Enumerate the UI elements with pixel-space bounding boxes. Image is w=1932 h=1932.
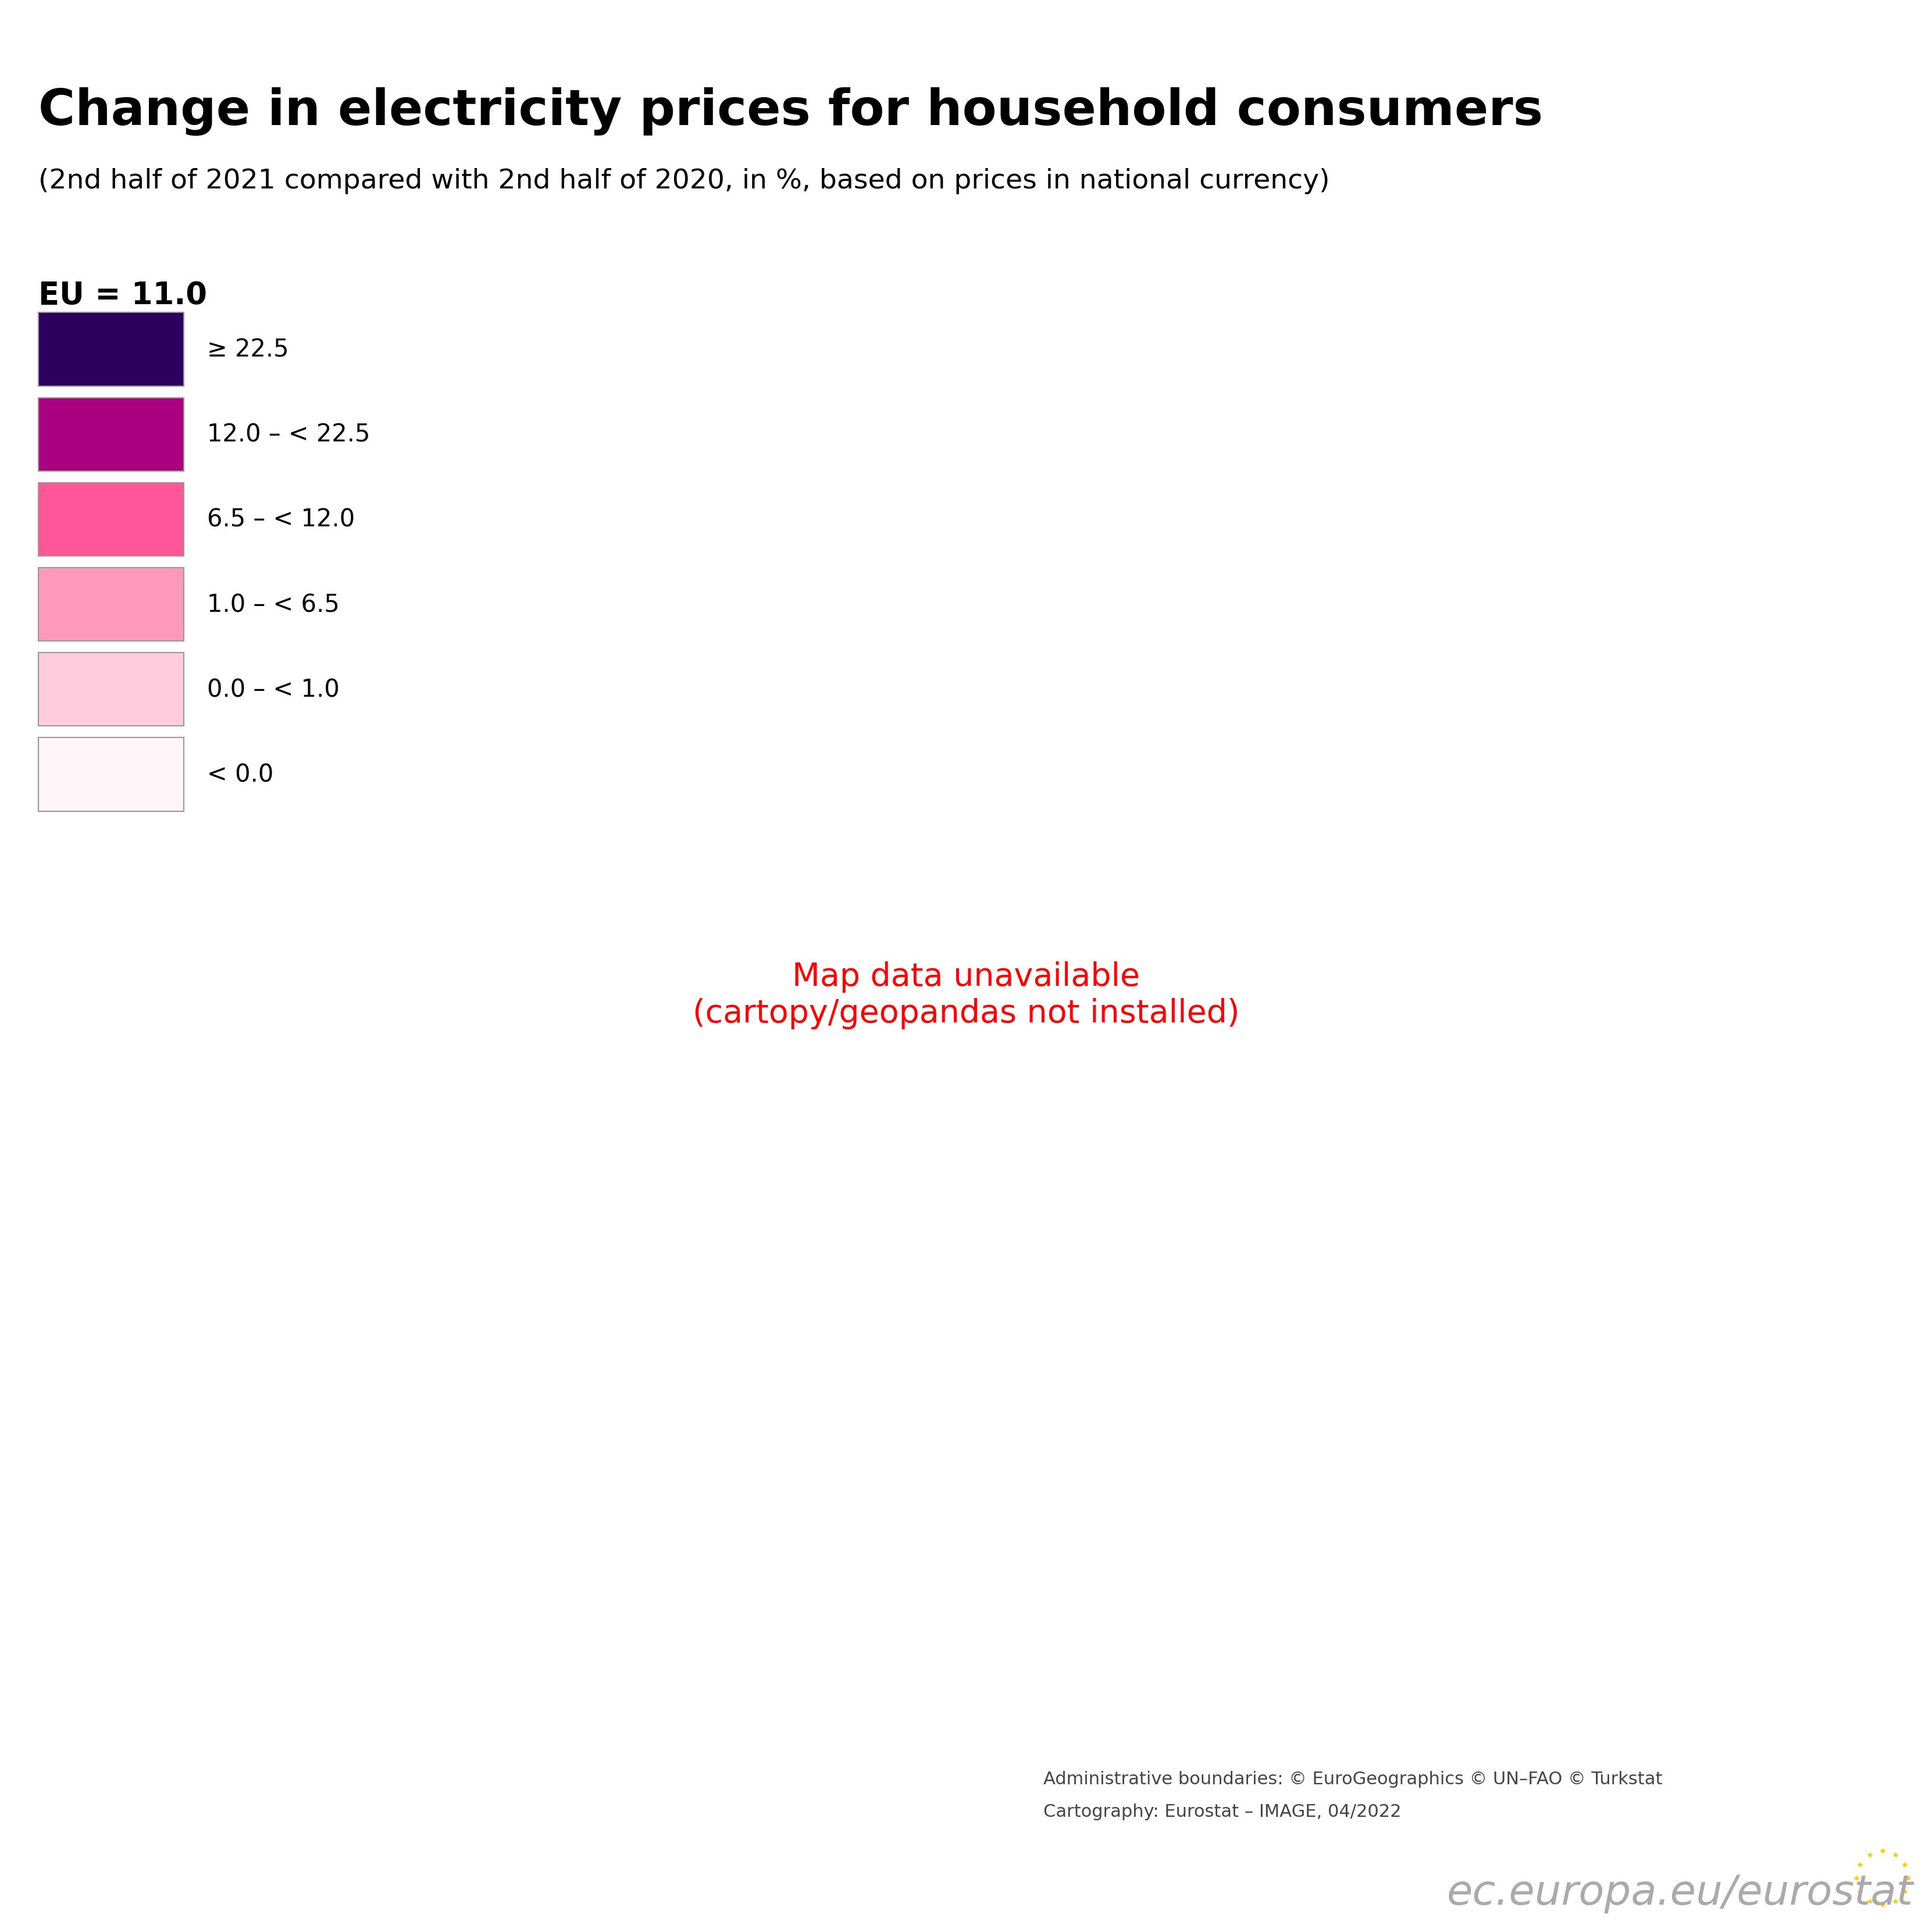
Text: EU = 11.0: EU = 11.0 — [39, 280, 207, 311]
Text: Administrative boundaries: © EuroGeographics © UN–FAO © Turkstat: Administrative boundaries: © EuroGeograp… — [1043, 1770, 1662, 1787]
Text: Change in electricity prices for household consumers: Change in electricity prices for househo… — [39, 87, 1544, 135]
Text: ec.europa.eu/eurostat: ec.europa.eu/eurostat — [1447, 1872, 1913, 1913]
Text: < 0.0: < 0.0 — [207, 763, 272, 786]
Text: (2nd half of 2021 compared with 2nd half of 2020, in %, based on prices in natio: (2nd half of 2021 compared with 2nd half… — [39, 168, 1329, 195]
Text: ≥ 22.5: ≥ 22.5 — [207, 338, 288, 361]
Text: Map data unavailable
(cartopy/geopandas not installed): Map data unavailable (cartopy/geopandas … — [692, 960, 1240, 1030]
Text: 6.5 – < 12.0: 6.5 – < 12.0 — [207, 508, 355, 531]
Text: 1.0 – < 6.5: 1.0 – < 6.5 — [207, 593, 340, 616]
Text: 0.0 – < 1.0: 0.0 – < 1.0 — [207, 678, 340, 701]
Text: Cartography: Eurostat – IMAGE, 04/2022: Cartography: Eurostat – IMAGE, 04/2022 — [1043, 1803, 1401, 1820]
Text: 12.0 – < 22.5: 12.0 – < 22.5 — [207, 423, 369, 446]
